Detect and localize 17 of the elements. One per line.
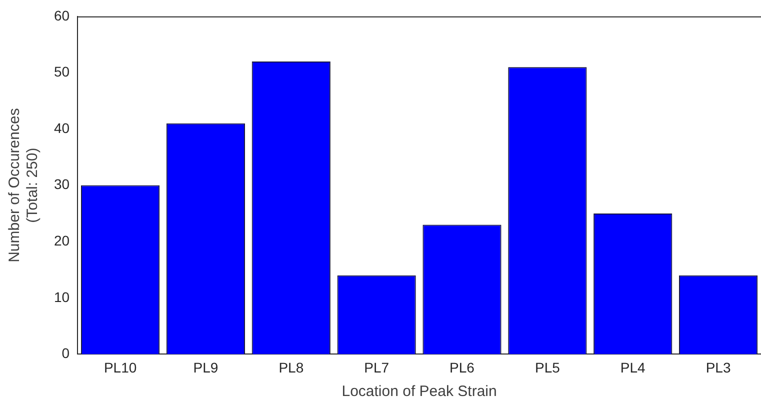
y-tick-label: 10 bbox=[54, 288, 70, 305]
x-tick-label: PL8 bbox=[278, 359, 304, 376]
y-axis-title: Number of Occurences (Total: 250) bbox=[6, 108, 42, 262]
x-tick-label: PL9 bbox=[193, 359, 218, 376]
x-tick-label: PL4 bbox=[620, 359, 646, 376]
x-tick-label: PL6 bbox=[450, 359, 475, 376]
y-tick-label: 30 bbox=[54, 176, 70, 192]
y-tick-label: 40 bbox=[54, 120, 70, 136]
x-tick-label: PL10 bbox=[104, 359, 137, 376]
x-tick-label: PL3 bbox=[706, 359, 731, 376]
y-tick-label: 60 bbox=[54, 7, 70, 24]
y-tick-label: 0 bbox=[62, 345, 70, 362]
x-tick-label: PL7 bbox=[364, 359, 390, 376]
x-tick-label: PL5 bbox=[534, 359, 560, 376]
x-axis-title: Location of Peak Strain bbox=[342, 383, 497, 400]
y-tick-label: 20 bbox=[54, 232, 70, 248]
y-tick-label: 50 bbox=[54, 64, 70, 80]
